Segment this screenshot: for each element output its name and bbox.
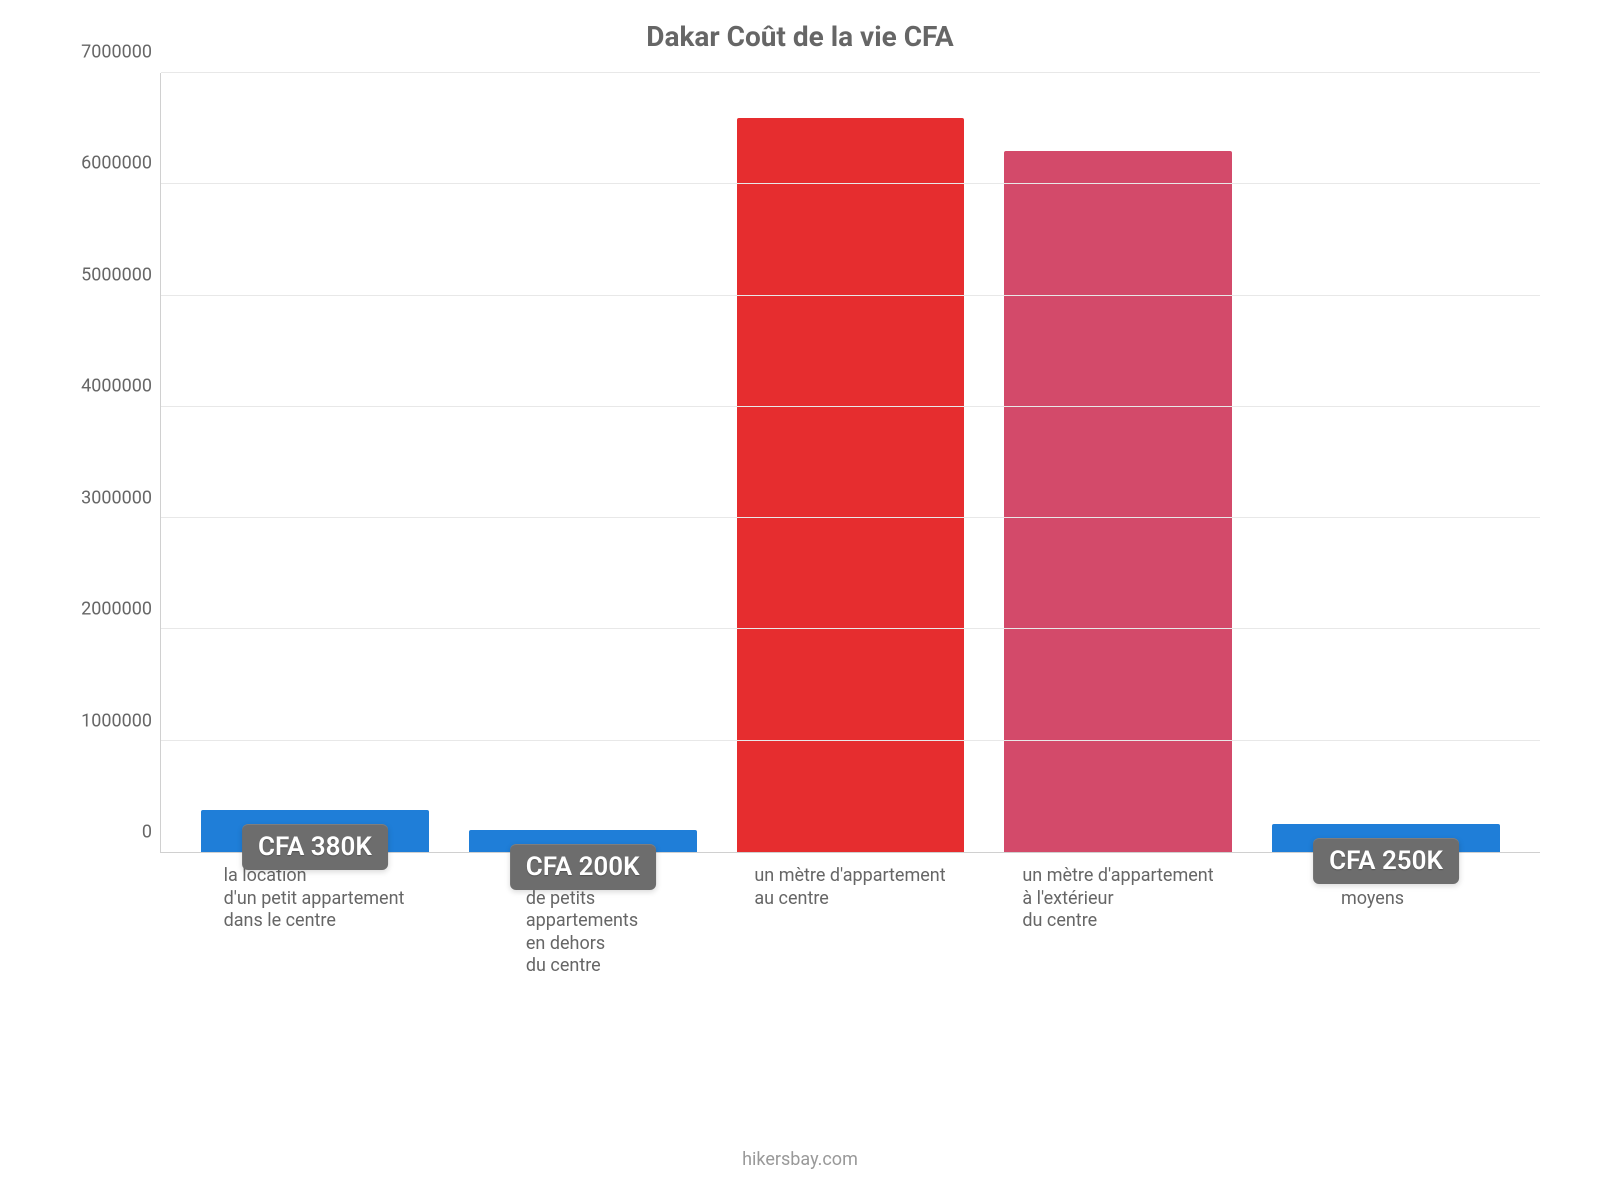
y-tick-label: 7000000 (81, 42, 152, 63)
bar-slot: CFA 200K (449, 73, 717, 852)
bars-layer: CFA 380KCFA 200KCFA 6.6MCFA 6.3MCFA 250K (161, 73, 1540, 852)
y-tick-label: 0 (142, 822, 152, 843)
bar-slot: CFA 250K (1252, 73, 1520, 852)
y-tick-label: 5000000 (81, 264, 152, 285)
bar-value-badge: CFA 380K (242, 824, 388, 870)
y-tick-label: 4000000 (81, 376, 152, 397)
chart-title: Dakar Coût de la vie CFA (60, 20, 1540, 53)
bar-value-badge: CFA 200K (510, 844, 656, 890)
source-label: hikersbay.com (60, 1119, 1540, 1180)
plot-area: CFA 380KCFA 200KCFA 6.6MCFA 6.3MCFA 250K (160, 73, 1540, 853)
x-label: un mètre d'appartement au centre (754, 865, 945, 978)
x-label: la location d'un petit appartement dans … (224, 865, 405, 978)
bar (737, 118, 965, 852)
x-label-slot: un mètre d'appartement à l'extérieur du … (984, 865, 1252, 978)
bar-value-badge: CFA 250K (1313, 838, 1459, 884)
x-label-slot: la location d'un petit appartement dans … (180, 865, 448, 978)
plot-row: 0 1000000 2000000 3000000 4000000 5000000 6000… (60, 73, 1540, 853)
chart-container: Dakar Coût de la vie CFA 0 1000000 2000000… (0, 0, 1600, 1200)
y-tick-label: 6000000 (81, 153, 152, 174)
y-tick-label: 2000000 (81, 599, 152, 620)
x-label: un mètre d'appartement à l'extérieur du … (1022, 865, 1213, 978)
bar-slot: CFA 380K (181, 73, 449, 852)
bar-slot: CFA 6.6M (717, 73, 985, 852)
bar-slot: CFA 6.3M (984, 73, 1252, 852)
y-tick-label: 3000000 (81, 487, 152, 508)
y-tick-label: 1000000 (81, 710, 152, 731)
bar (1004, 151, 1232, 852)
x-label-slot: un mètre d'appartement au centre (716, 865, 984, 978)
y-axis: 0 1000000 2000000 3000000 4000000 5000000 6000… (60, 73, 160, 853)
